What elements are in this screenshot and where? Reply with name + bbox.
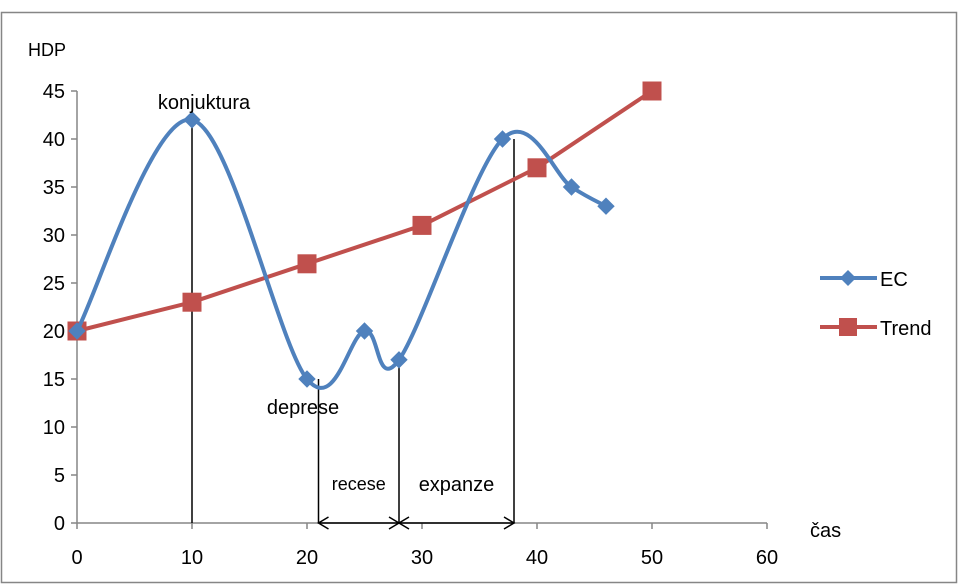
annotation-label: recese: [332, 474, 386, 494]
y-tick-label: 5: [54, 465, 65, 487]
data-point-ec: [183, 111, 201, 129]
data-point-trend: [642, 81, 662, 101]
data-point-ec: [298, 370, 316, 388]
legend-label: Trend: [880, 318, 932, 340]
data-point-ec: [493, 130, 512, 148]
legend-marker-ec: [840, 270, 856, 286]
y-tick-label: 20: [43, 321, 65, 343]
data-point-trend: [527, 158, 547, 178]
legend-label: EC: [880, 269, 908, 291]
x-axis-title: čas: [810, 520, 841, 542]
y-tick-label: 15: [43, 369, 65, 391]
x-tick-label: 10: [181, 547, 203, 569]
y-axis-title: HDP: [28, 40, 66, 60]
y-tick-label: 25: [43, 273, 65, 295]
data-point-ec: [355, 322, 374, 340]
arrow-head-left: [317, 516, 329, 530]
legend: EC Trend: [820, 269, 932, 340]
annotation-label: konjuktura: [158, 92, 251, 114]
x-tick-label: 0: [71, 547, 82, 569]
data-point-ec: [562, 178, 581, 196]
axes: 0 5 10 15 20 25 30 35 40 45 0 10 20 30 40 50 60 HDP čas: [28, 40, 841, 569]
y-tick-label: 0: [54, 513, 65, 535]
data-point-ec: [68, 322, 86, 340]
arrow-head-left: [397, 516, 410, 530]
annotation-label: expanze: [419, 474, 495, 496]
data-point-trend: [297, 254, 317, 274]
arrow-head-right: [503, 516, 516, 530]
y-tick-label: 40: [43, 129, 65, 151]
x-tick-label: 30: [411, 547, 433, 569]
series-line-trend: [76, 89, 654, 333]
chart-border: [0, 11, 958, 584]
data-point-ec: [390, 351, 408, 369]
y-tick-label: 10: [43, 417, 65, 439]
x-tick-label: 40: [526, 547, 548, 569]
data-point-trend: [182, 292, 202, 312]
data-point-trend: [412, 215, 432, 235]
annotations: konjuktura deprese recese expanze: [158, 92, 516, 530]
annotation-label: deprese: [267, 397, 339, 419]
x-tick-label: 60: [756, 547, 778, 569]
annotation-lines: [191, 119, 515, 523]
y-tick-label: 30: [43, 225, 65, 247]
x-tick-label: 50: [641, 547, 663, 569]
series-layer: [67, 81, 662, 390]
y-tick-label: 45: [43, 81, 65, 103]
y-tick-label: 35: [43, 177, 65, 199]
x-tick-label: 20: [296, 547, 318, 569]
data-point-ec: [597, 197, 615, 215]
legend-marker-trend: [839, 318, 857, 336]
